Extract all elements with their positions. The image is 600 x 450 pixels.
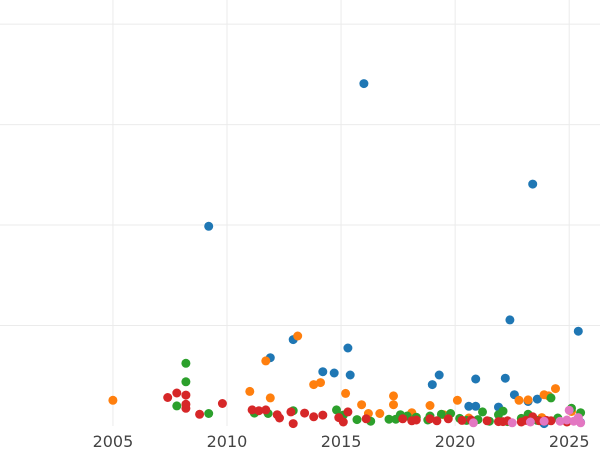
- data-point: [172, 401, 182, 411]
- data-point: [300, 408, 310, 418]
- data-point: [443, 414, 453, 424]
- data-point: [546, 393, 556, 403]
- data-point: [478, 407, 487, 417]
- data-point: [398, 414, 408, 424]
- point-series-3: [163, 388, 572, 429]
- data-point: [528, 179, 538, 189]
- x-axis-ticks: 2005 2010 2015 2020 2025: [93, 432, 590, 450]
- data-point: [514, 395, 524, 405]
- data-point: [261, 405, 271, 415]
- data-point: [551, 384, 560, 394]
- data-point: [316, 378, 325, 388]
- data-point: [341, 388, 351, 398]
- data-point: [457, 415, 467, 425]
- data-point: [576, 418, 586, 428]
- data-point: [181, 358, 191, 368]
- data-point: [389, 391, 398, 401]
- data-point: [361, 414, 371, 424]
- data-point: [332, 405, 341, 415]
- data-point: [389, 400, 398, 410]
- data-point: [338, 417, 348, 427]
- x-tick-label: 2020: [435, 432, 476, 450]
- data-point: [562, 415, 572, 425]
- data-point: [318, 410, 328, 420]
- data-point: [293, 331, 303, 341]
- data-point: [564, 405, 574, 415]
- data-point: [181, 377, 191, 387]
- data-point: [163, 393, 173, 402]
- data-point: [245, 386, 255, 396]
- data-point: [500, 373, 510, 383]
- data-point: [247, 405, 257, 415]
- data-point: [464, 401, 474, 411]
- data-point: [471, 374, 481, 384]
- data-point: [195, 409, 205, 419]
- data-point: [482, 416, 492, 426]
- data-point: [507, 418, 517, 428]
- data-point: [546, 416, 556, 426]
- data-point: [217, 399, 227, 408]
- x-tick-label: 2025: [549, 432, 590, 450]
- data-point: [452, 395, 462, 405]
- data-point: [275, 413, 284, 423]
- data-point: [427, 380, 437, 390]
- data-point: [286, 407, 296, 417]
- data-point: [352, 415, 362, 425]
- point-series-0: [204, 79, 586, 429]
- data-point: [523, 395, 533, 405]
- data-point: [261, 356, 271, 366]
- data-point: [254, 406, 264, 416]
- data-point: [425, 401, 435, 410]
- data-point: [265, 393, 275, 403]
- data-point: [384, 414, 394, 424]
- data-point: [532, 394, 542, 404]
- data-point: [498, 406, 508, 416]
- x-tick-label: 2015: [321, 432, 362, 450]
- data-point: [343, 343, 353, 353]
- data-point: [411, 415, 421, 425]
- data-point: [436, 409, 446, 419]
- data-point: [329, 368, 339, 378]
- data-point: [204, 221, 214, 231]
- data-point: [525, 417, 535, 427]
- data-point: [573, 326, 583, 336]
- data-point: [432, 416, 442, 426]
- data-point: [555, 416, 565, 426]
- data-point: [309, 412, 319, 422]
- grid: [0, 0, 600, 426]
- data-point: [434, 370, 444, 380]
- data-point: [345, 370, 355, 380]
- x-tick-label: 2010: [207, 432, 248, 450]
- data-point: [539, 416, 549, 426]
- data-point: [204, 409, 214, 418]
- data-point: [505, 315, 515, 325]
- data-point: [343, 407, 353, 417]
- data-point: [309, 380, 319, 390]
- data-point: [172, 388, 182, 398]
- x-tick-label: 2005: [93, 432, 134, 450]
- data-point: [357, 400, 367, 410]
- data-point: [468, 418, 478, 428]
- data-point: [181, 399, 191, 409]
- data-point: [288, 419, 298, 429]
- data-point: [425, 414, 435, 424]
- point-series-4: [468, 405, 586, 428]
- data-point: [181, 390, 191, 400]
- data-point: [359, 79, 369, 89]
- data-point: [108, 395, 118, 405]
- data-point: [375, 409, 385, 418]
- data-point: [318, 367, 328, 377]
- data-point: [471, 401, 481, 411]
- data-points: [108, 79, 586, 429]
